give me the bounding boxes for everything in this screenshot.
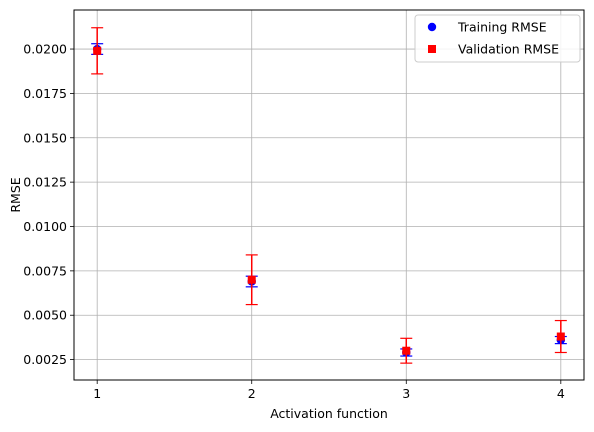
y-tick-label: 0.0150 bbox=[23, 130, 67, 145]
y-axis-label: RMSE bbox=[8, 177, 23, 212]
legend-marker-validation bbox=[428, 45, 436, 53]
y-tick-label: 0.0200 bbox=[23, 42, 67, 57]
legend-box bbox=[414, 14, 581, 63]
y-tick-label: 0.0075 bbox=[23, 263, 67, 278]
x-axis-label: Activation function bbox=[270, 406, 388, 421]
data-point bbox=[93, 46, 102, 55]
legend: Training RMSE Validation RMSE bbox=[414, 14, 581, 63]
axis-ticks: 1 2 3 4 0.0025 0.0050 0.0075 0.0100 0.0125 0.0150… bbox=[23, 42, 565, 401]
plot-frame bbox=[73, 9, 585, 381]
data-point bbox=[402, 346, 411, 355]
data-point bbox=[556, 332, 565, 341]
x-tick-label: 1 bbox=[93, 386, 101, 401]
legend-label-validation: Validation RMSE bbox=[458, 42, 559, 57]
y-tick-label: 0.0050 bbox=[23, 308, 67, 323]
y-tick-label: 0.0175 bbox=[23, 86, 67, 101]
data-series bbox=[91, 27, 567, 364]
y-tick-label: 0.0100 bbox=[23, 219, 67, 234]
y-tick-label: 0.0125 bbox=[23, 175, 67, 190]
x-tick-label: 4 bbox=[557, 386, 565, 401]
y-tick-label: 0.0025 bbox=[23, 352, 67, 367]
series-validation-rmse bbox=[91, 27, 567, 364]
data-point bbox=[247, 275, 256, 284]
grid bbox=[74, 10, 584, 380]
legend-label-training: Training RMSE bbox=[457, 20, 547, 35]
x-tick-label: 3 bbox=[402, 386, 410, 401]
legend-marker-training bbox=[427, 22, 437, 32]
x-tick-label: 2 bbox=[248, 386, 256, 401]
